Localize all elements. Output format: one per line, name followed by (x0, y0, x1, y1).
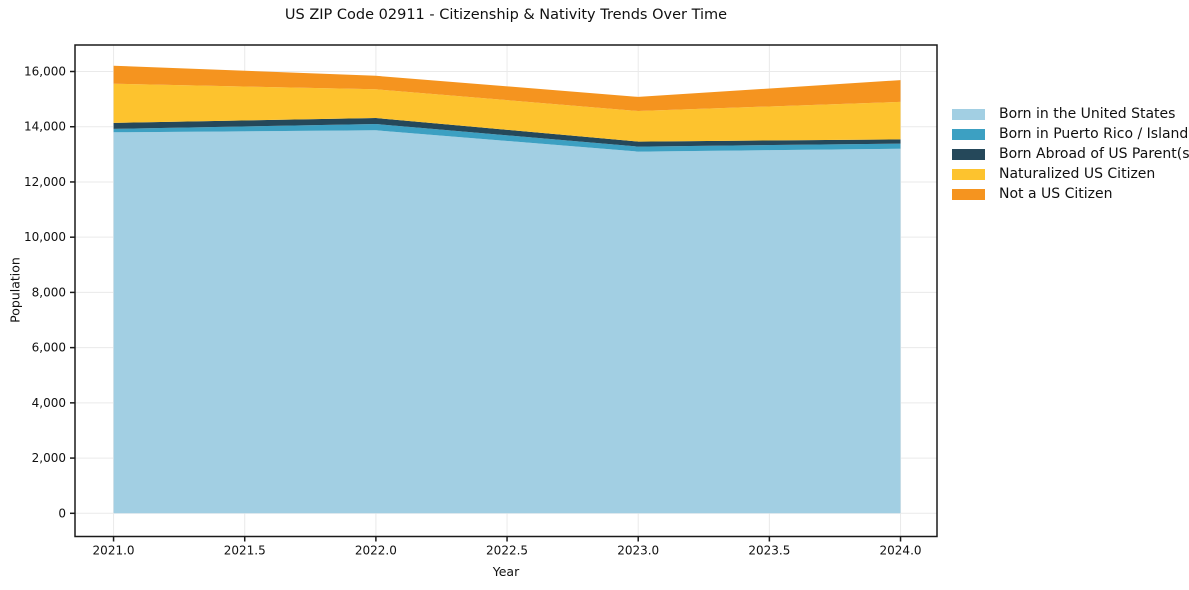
legend-swatch (952, 108, 985, 120)
x-axis-label: Year (492, 564, 520, 579)
legend-label: Not a US Citizen (999, 186, 1113, 202)
legend-item: Born in Puerto Rico / Islands (952, 124, 1189, 144)
area-series-4 (113, 65, 901, 111)
legend-item: Born Abroad of US Parent(s) (952, 144, 1189, 164)
y-tick-label: 16,000 (24, 65, 66, 79)
y-tick-label: 4,000 (32, 396, 66, 410)
y-tick-label: 8,000 (32, 285, 66, 299)
y-tick-label: 14,000 (24, 120, 66, 134)
area-series-1 (113, 124, 901, 152)
legend-label: Born in the United States (999, 106, 1176, 122)
legend-swatch (952, 168, 985, 180)
area-series-2 (113, 118, 901, 147)
plot-frame (74, 44, 938, 538)
x-tick-label: 2023.0 (617, 544, 659, 558)
x-tick-label: 2022.5 (486, 544, 528, 558)
legend-label: Naturalized US Citizen (999, 166, 1156, 182)
x-tick-label: 2021.0 (93, 544, 135, 558)
chart-title: US ZIP Code 02911 - Citizenship & Nativi… (284, 7, 728, 23)
y-tick-label: 2,000 (32, 451, 66, 465)
x-tick-label: 2024.0 (880, 544, 922, 558)
legend-swatch (952, 148, 985, 160)
legend-item: Not a US Citizen (952, 184, 1189, 204)
x-tick-label: 2021.5 (224, 544, 266, 558)
x-tick-label: 2023.5 (748, 544, 790, 558)
legend-label: Born in Puerto Rico / Islands (999, 126, 1189, 142)
y-tick-label: 6,000 (32, 341, 66, 355)
legend: Born in the United States Born in Puerto … (952, 104, 1189, 204)
legend-item: Born in the United States (952, 104, 1189, 124)
legend-label: Born Abroad of US Parent(s) (999, 146, 1189, 162)
y-tick-label: 10,000 (24, 230, 66, 244)
legend-swatch (952, 128, 985, 140)
y-tick-label: 0 (58, 506, 66, 520)
y-tick-label: 12,000 (24, 175, 66, 189)
legend-swatch (952, 188, 985, 200)
x-tick-label: 2022.0 (355, 544, 397, 558)
area-series-0 (113, 130, 901, 514)
area-series-3 (113, 83, 901, 142)
legend-item: Naturalized US Citizen (952, 164, 1189, 184)
